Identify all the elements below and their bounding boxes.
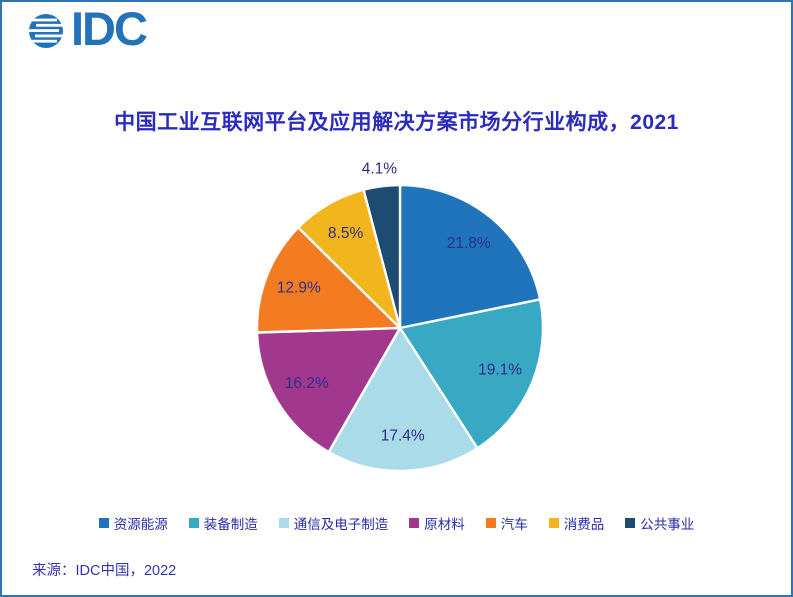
legend-item-1: 装备制造 — [188, 513, 258, 533]
slice-label-1: 19.1% — [478, 361, 522, 378]
slice-label-4: 12.9% — [277, 279, 321, 296]
slice-label-5: 8.5% — [328, 225, 364, 242]
idc-logo-text: IDC — [71, 2, 148, 55]
legend-item-2: 通信及电子制造 — [278, 513, 389, 533]
legend-swatch-icon — [625, 518, 636, 528]
legend-swatch-icon — [409, 518, 420, 528]
legend-swatch-icon — [548, 518, 559, 528]
legend-label: 公共事业 — [640, 517, 695, 532]
pie-slice-1 — [398, 298, 545, 450]
legend-swatch-icon — [188, 518, 199, 528]
pie-slice-2 — [327, 326, 479, 473]
legend-item-5: 消费品 — [548, 513, 605, 533]
source-note: 来源：IDC中国，2022 — [32, 563, 177, 579]
slice-label-0: 21.8% — [447, 235, 491, 252]
slice-label-6: 4.1% — [362, 160, 398, 177]
pie-slice-6 — [362, 183, 402, 330]
globe-stripes-icon — [29, 14, 63, 48]
idc-logo: IDC — [28, 5, 148, 52]
legend-item-0: 资源能源 — [98, 513, 168, 533]
legend-swatch-icon — [485, 518, 496, 528]
pie-slice-3 — [255, 326, 402, 454]
chart-legend: 资源能源 装备制造 通信及电子制造 原材料 汽车 消费品 公共事业 — [2, 513, 791, 533]
legend-item-4: 汽车 — [485, 513, 528, 533]
chart-title: 中国工业互联网平台及应用解决方案市场分行业构成，2021 — [114, 111, 679, 134]
pie-slice-4 — [255, 226, 402, 334]
pie-chart: 21.8% 19.1% 17.4% 16.2% 12.9% 8.5% 4.1% — [228, 156, 572, 500]
slice-label-2: 17.4% — [381, 428, 425, 445]
legend-label: 消费品 — [563, 517, 605, 532]
pie-slice-0 — [398, 183, 542, 330]
legend-label: 原材料 — [424, 517, 465, 532]
legend-item-3: 原材料 — [409, 513, 465, 533]
legend-label: 汽车 — [500, 517, 528, 532]
legend-item-6: 公共事业 — [625, 513, 694, 533]
legend-swatch-icon — [278, 518, 289, 528]
legend-label: 通信及电子制造 — [293, 517, 389, 532]
legend-swatch-icon — [98, 518, 109, 528]
legend-label: 资源能源 — [113, 517, 168, 532]
slice-label-3: 16.2% — [285, 375, 329, 392]
legend-label: 装备制造 — [203, 517, 258, 532]
